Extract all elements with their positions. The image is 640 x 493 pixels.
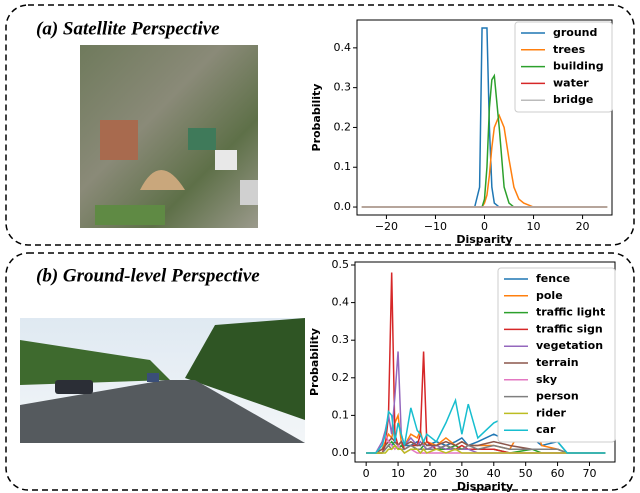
panel-title: (b) Ground-level Perspective [36,265,260,286]
y-tick-label: 0.0 [332,446,350,459]
x-tick-label: 20 [423,467,437,480]
legend-label: car [536,423,556,436]
y-tick-label: 0.3 [334,81,352,94]
y-tick-label: 0.5 [332,258,350,271]
x-tick-label: 30 [455,467,469,480]
y-axis-label: Probability [310,84,323,152]
legend-label: pole [536,289,563,302]
x-tick-label: −20 [375,220,398,233]
x-tick-label: 70 [582,467,596,480]
x-tick-label: 10 [527,220,541,233]
legend-label: traffic light [536,306,605,319]
chart: −20 −10 0 10 20 0.0 0.1 0.2 0.3 0.4 Disparity Proba… [310,20,612,246]
legend-label: fence [536,272,570,285]
x-tick-label: 60 [551,467,565,480]
y-axis-label: Probability [308,328,321,396]
x-tick-label: −10 [424,220,447,233]
legend-label: ground [553,26,597,39]
x-tick-label: 20 [576,220,590,233]
y-tick-label: 0.2 [332,371,350,384]
x-tick-label: 0 [481,220,488,233]
x-tick-label: 40 [487,467,501,480]
legend-label: person [536,390,579,403]
legend-label: sky [536,373,557,386]
ground-image [20,318,305,443]
legend-label: building [553,60,604,73]
legend-label: terrain [536,356,579,369]
x-tick-label: 10 [391,467,405,480]
figure: (a) Satellite Perspective (b) Ground-lev… [0,0,640,493]
y-tick-label: 0.0 [334,200,352,213]
y-tick-label: 0.1 [334,160,352,173]
x-axis-label: Disparity [456,233,512,246]
y-tick-label: 0.2 [334,120,352,133]
panel-title: (a) Satellite Perspective [36,18,220,39]
x-tick-label: 0 [363,467,370,480]
chart: 0 10 20 30 40 50 60 70 0.0 0.1 0.2 0.3 0.4 0.5 Dispari… [308,258,615,493]
legend-label: bridge [553,93,593,106]
legend-label: vegetation [536,339,603,352]
y-tick-label: 0.4 [334,41,352,54]
y-tick-label: 0.1 [332,408,350,421]
y-tick-label: 0.4 [332,296,350,309]
x-tick-label: 50 [519,467,533,480]
x-axis-label: Disparity [457,480,513,493]
legend-label: trees [553,43,586,56]
satellite-image [80,45,258,228]
legend-label: traffic sign [536,322,603,335]
legend-label: rider [536,406,567,419]
y-tick-label: 0.3 [332,333,350,346]
legend-label: water [553,76,589,89]
